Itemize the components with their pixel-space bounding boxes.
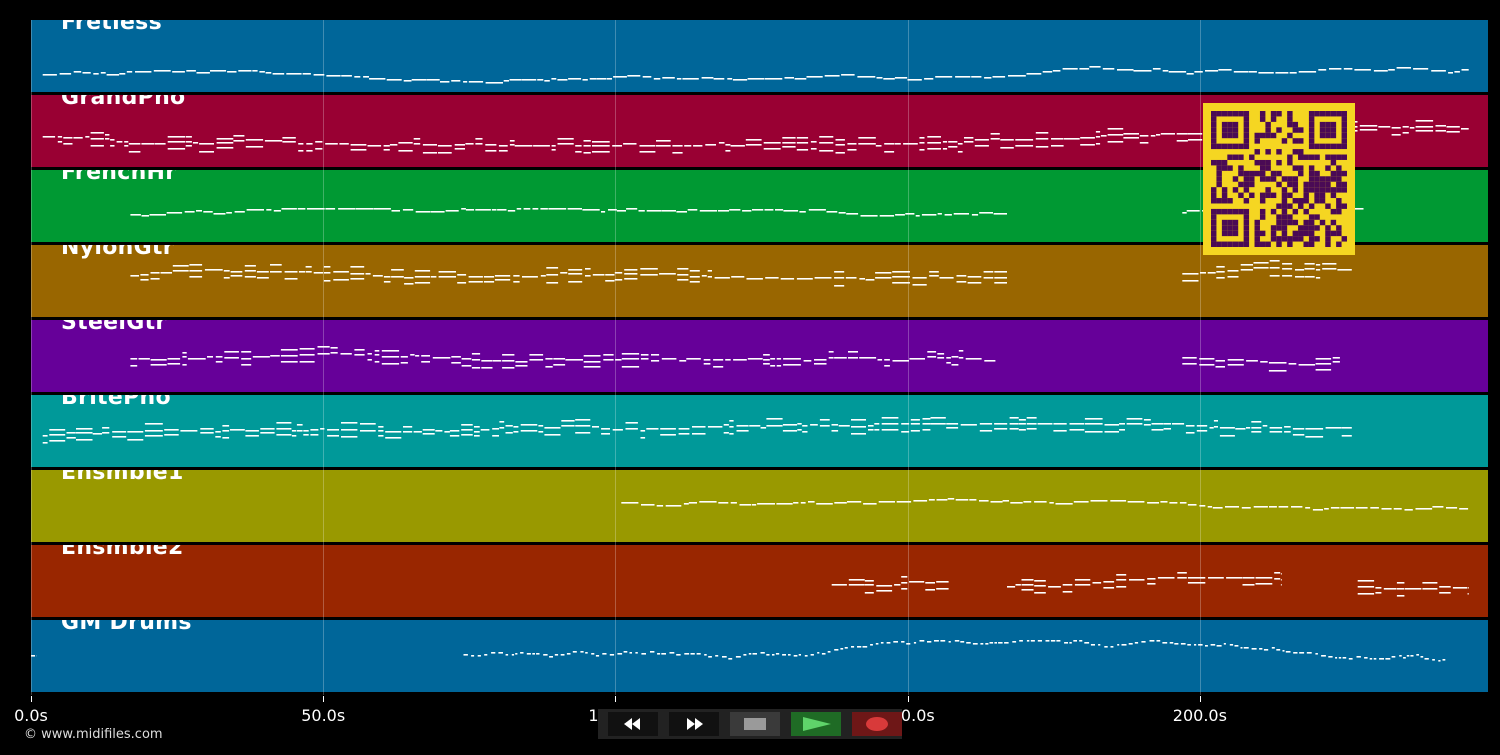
copyright-text: © www.midifiles.com	[24, 727, 163, 742]
transport-controls	[598, 709, 902, 739]
note-roll	[42, 119, 1469, 154]
track-label: NylonGtr	[61, 245, 174, 260]
track-lane: BritePno	[31, 395, 1488, 467]
qr-code	[1203, 103, 1355, 255]
note-roll	[130, 260, 1352, 287]
fast-forward-button[interactable]	[669, 712, 719, 736]
play-button[interactable]	[791, 712, 841, 736]
axis-tick	[907, 696, 909, 702]
track-label: Fretless	[61, 20, 162, 35]
note-roll	[31, 640, 1446, 662]
axis-tick-label: 200.0s	[1172, 706, 1227, 725]
track-label: BritePno	[61, 395, 171, 410]
note-roll	[42, 417, 1352, 444]
rewind-icon	[624, 718, 640, 730]
axis-tick	[615, 696, 617, 702]
record-icon	[866, 717, 888, 731]
note-roll	[130, 346, 1340, 372]
gridline	[31, 20, 32, 695]
track-label: Ensmble1	[61, 470, 184, 485]
gridline	[1199, 20, 1201, 695]
track-lane: Ensmble2	[31, 545, 1488, 617]
gridline	[323, 20, 325, 695]
track-lane: SteelGtr	[31, 320, 1488, 392]
record-button[interactable]	[852, 712, 902, 736]
note-roll	[831, 572, 1469, 597]
track-label: GM Drums	[61, 620, 192, 635]
track-lane: Ensmble1	[31, 470, 1488, 542]
track-lane: GM Drums	[31, 620, 1488, 692]
play-icon	[803, 717, 831, 731]
track-label: FrenchHr	[61, 170, 177, 185]
axis-tick-label: 0.0s	[14, 706, 48, 725]
note-roll	[42, 66, 1469, 84]
axis-tick	[31, 696, 32, 702]
axis-tick	[1199, 696, 1201, 702]
gridline	[907, 20, 909, 695]
fast-forward-icon	[687, 718, 703, 730]
track-label: GrandPno	[61, 95, 186, 110]
stop-button[interactable]	[730, 712, 780, 736]
track-lane: NylonGtr	[31, 245, 1488, 317]
axis-tick-label: 50.0s	[301, 706, 346, 725]
track-lane: Fretless	[31, 20, 1488, 92]
rewind-button[interactable]	[608, 712, 658, 736]
axis-tick	[323, 696, 325, 702]
track-label: Ensmble2	[61, 545, 184, 560]
gridline	[615, 20, 617, 695]
qr-pattern	[1211, 111, 1347, 247]
note-roll	[621, 498, 1469, 511]
stop-icon	[744, 718, 766, 730]
track-label: SteelGtr	[61, 320, 167, 335]
